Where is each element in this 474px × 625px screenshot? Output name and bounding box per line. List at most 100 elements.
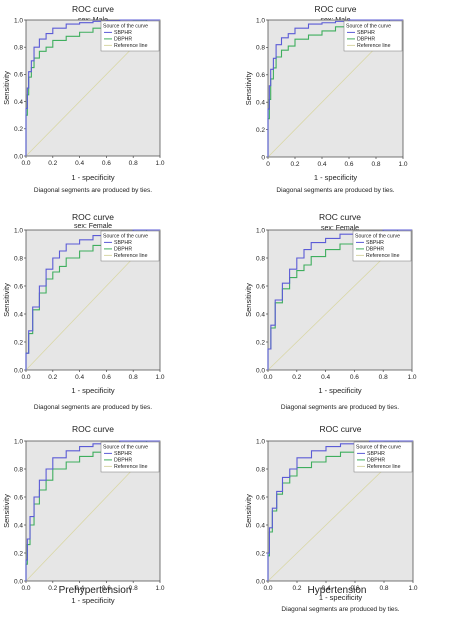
legend-entry: SBPHR (357, 30, 375, 36)
x-tick-label: 0.6 (102, 374, 111, 381)
x-tick-label: 0.2 (290, 161, 299, 168)
y-tick-label: 1.0 (14, 227, 23, 234)
legend-box (353, 441, 413, 473)
legend-title: Source of the curve (103, 24, 148, 30)
series-line-sbphr (267, 19, 403, 157)
legend-box (343, 20, 403, 52)
y-tick-label: 0.4 (14, 522, 23, 529)
legend-entry: DBPHR (366, 247, 384, 253)
x-axis-label: 1 - specificity (319, 593, 363, 602)
caption-hypertension: Hypertension (307, 585, 367, 596)
x-tick-label: 0.8 (379, 585, 388, 592)
legend-entry: SBPHR (114, 30, 132, 36)
roc-panel-middle-right: ROC curve sex: Female 0.0 0.2 0.4 0.6 0.8 1.0 0.… (244, 212, 417, 411)
x-tick-label: 0.6 (102, 585, 111, 592)
x-tick-label: 0.6 (350, 585, 359, 592)
x-tick-label: 0.6 (344, 161, 353, 168)
legend-entry: DBPHR (114, 247, 132, 253)
legend-entry: DBPHR (114, 458, 132, 464)
x-tick-label: 0.6 (102, 160, 111, 167)
legend-entry: Reference line (367, 464, 401, 470)
chart-title: ROC curve (319, 212, 361, 222)
y-tick-label: 0.6 (256, 283, 265, 290)
legend-title: Source of the curve (103, 445, 148, 451)
x-tick-label: 0.8 (379, 374, 388, 381)
x-tick-label: 0.4 (321, 585, 330, 592)
ties-note: Diagonal segments are produced by ties. (34, 187, 152, 194)
legend-entry: Reference line (114, 43, 148, 49)
x-tick-label: 0.4 (317, 161, 326, 168)
legend-box (100, 441, 160, 473)
x-axis-label: 1 - specificity (71, 386, 115, 395)
y-tick-label: 1.0 (14, 438, 23, 445)
x-axis-label: 1 - specificity (71, 173, 115, 182)
x-tick-label: 1.0 (155, 374, 164, 381)
legend-title: Source of the curve (346, 24, 391, 30)
caption-prehypertension: Prehypertension (58, 585, 132, 596)
x-tick-label: 0.2 (292, 585, 301, 592)
y-axis-label: Sensitivity (244, 494, 253, 528)
y-tick-label: 0.2 (14, 550, 23, 557)
y-tick-label: 0.6 (14, 72, 23, 79)
y-tick-label: 1.0 (14, 17, 23, 24)
x-tick-label: 0.8 (129, 374, 138, 381)
y-tick-label: 1.0 (256, 227, 265, 234)
y-tick-label: 0.6 (256, 494, 265, 501)
chart-subtitle: sex: Female (321, 225, 359, 232)
y-tick-label: 0.0 (256, 578, 265, 585)
chart-title: ROC curve (72, 212, 114, 222)
x-tick-label: 0.2 (48, 374, 57, 381)
y-tick-label: 0.6 (14, 494, 23, 501)
y-tick-label: 0.8 (256, 255, 265, 262)
y-tick-label: 0.6 (14, 283, 23, 290)
legend-entry: SBPHR (367, 451, 385, 457)
roc-panel-bottom-right: ROC curve 0.0 0.2 0.4 0.6 0.8 1.0 0.0 0.2 0.4 0.6 0… (244, 424, 418, 613)
y-tick-label: 0.4 (256, 311, 265, 318)
x-tick-label: 0.8 (129, 160, 138, 167)
x-tick-label: 0.4 (75, 585, 84, 592)
y-tick-label: 0.4 (14, 311, 23, 318)
y-tick-label: 0.0 (14, 367, 23, 374)
legend-entry: DBPHR (367, 458, 385, 464)
y-tick-label: 0 (261, 154, 265, 161)
x-tick-label: 0.0 (263, 585, 272, 592)
y-axis-label: Sensitivity (244, 283, 253, 317)
y-tick-label: 0.2 (14, 339, 23, 346)
x-tick-label: 0.2 (48, 585, 57, 592)
series-line-sbphr (25, 19, 160, 156)
chart-subtitle: sex: Female (74, 223, 112, 230)
y-tick-label: 0.8 (256, 466, 265, 473)
y-tick-label: 0.8 (14, 255, 23, 262)
x-axis-label: 1 - specificity (318, 386, 362, 395)
x-tick-label: 0.0 (21, 585, 30, 592)
legend-entry: SBPHR (114, 451, 132, 457)
y-axis-label: Sensitivity (2, 71, 11, 105)
x-axis-label: 1 - specificity (71, 596, 115, 605)
x-tick-label: 0.2 (48, 160, 57, 167)
legend-title: Source of the curve (356, 445, 401, 451)
x-tick-label: 0.8 (371, 161, 380, 168)
x-tick-label: 0 (266, 161, 270, 168)
x-tick-label: 0.0 (263, 374, 272, 381)
legend-entry: SBPHR (114, 240, 132, 246)
legend-entry: DBPHR (357, 37, 375, 43)
y-tick-label: 0.8 (14, 45, 23, 52)
y-tick-label: 0.2 (256, 339, 265, 346)
y-tick-label: 0.0 (14, 153, 23, 160)
ties-note: Diagonal segments are produced by ties. (281, 606, 399, 613)
roc-panel-bottom-left: ROC curve 0.0 0.2 0.4 0.6 0.8 1.0 0.0 0.2 0.4 0.6 0… (2, 424, 165, 605)
x-tick-label: 1.0 (407, 374, 416, 381)
legend-title: Source of the curve (103, 234, 148, 240)
legend-entry: DBPHR (114, 37, 132, 43)
legend-box (100, 20, 160, 52)
x-axis-label: 1 - specificity (314, 173, 358, 182)
legend-entry: Reference line (114, 253, 148, 259)
x-tick-label: 0.0 (21, 160, 30, 167)
x-tick-label: 0.8 (129, 585, 138, 592)
legend-entry: SBPHR (366, 240, 384, 246)
x-tick-label: 1.0 (408, 585, 417, 592)
chart-title: ROC curve (319, 424, 361, 434)
